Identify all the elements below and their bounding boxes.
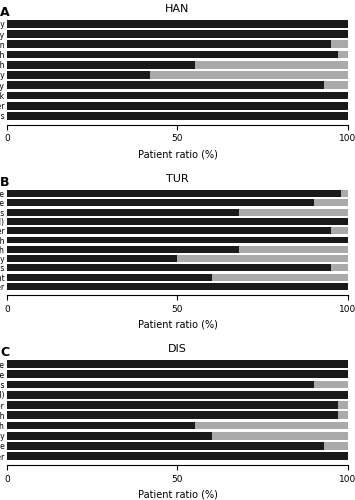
Bar bbox=[341, 190, 348, 197]
Bar bbox=[338, 50, 348, 58]
Bar bbox=[7, 40, 331, 48]
Bar bbox=[195, 61, 348, 68]
Bar bbox=[212, 274, 348, 280]
Bar bbox=[331, 40, 348, 48]
Bar bbox=[7, 412, 338, 419]
Bar bbox=[7, 208, 239, 216]
Bar bbox=[7, 283, 348, 290]
Bar bbox=[7, 102, 348, 110]
Bar bbox=[7, 274, 212, 280]
Bar bbox=[338, 412, 348, 419]
Bar bbox=[7, 200, 314, 206]
Bar bbox=[7, 92, 348, 100]
Bar bbox=[7, 20, 348, 28]
Bar bbox=[338, 401, 348, 409]
Bar bbox=[178, 255, 348, 262]
Bar bbox=[7, 30, 348, 38]
Text: A: A bbox=[0, 6, 10, 19]
Bar bbox=[7, 218, 348, 225]
Bar bbox=[7, 442, 324, 450]
Bar bbox=[7, 82, 324, 89]
Bar bbox=[7, 227, 331, 234]
Title: TUR: TUR bbox=[166, 174, 189, 184]
Bar bbox=[7, 71, 150, 79]
Bar bbox=[331, 227, 348, 234]
Bar bbox=[324, 82, 348, 89]
Bar bbox=[314, 200, 348, 206]
Bar bbox=[7, 422, 195, 430]
Title: HAN: HAN bbox=[165, 4, 190, 14]
Bar bbox=[195, 422, 348, 430]
Bar bbox=[7, 190, 341, 197]
Bar bbox=[331, 264, 348, 272]
Bar bbox=[7, 391, 348, 398]
Text: B: B bbox=[0, 176, 10, 190]
Bar bbox=[7, 360, 348, 368]
Bar bbox=[239, 208, 348, 216]
Bar bbox=[7, 370, 348, 378]
Bar bbox=[212, 432, 348, 440]
Bar bbox=[7, 452, 348, 460]
Bar bbox=[324, 442, 348, 450]
Bar bbox=[7, 236, 348, 244]
Title: DIS: DIS bbox=[168, 344, 187, 354]
Bar bbox=[7, 50, 338, 58]
Bar bbox=[150, 71, 348, 79]
Bar bbox=[314, 380, 348, 388]
Text: C: C bbox=[0, 346, 10, 360]
Bar bbox=[7, 264, 331, 272]
Bar bbox=[7, 380, 314, 388]
Bar bbox=[7, 112, 348, 120]
Bar bbox=[7, 255, 178, 262]
Bar bbox=[239, 246, 348, 253]
Bar bbox=[7, 61, 195, 68]
Bar bbox=[7, 432, 212, 440]
X-axis label: Patient ratio (%): Patient ratio (%) bbox=[137, 490, 217, 500]
Bar bbox=[7, 246, 239, 253]
X-axis label: Patient ratio (%): Patient ratio (%) bbox=[137, 319, 217, 329]
X-axis label: Patient ratio (%): Patient ratio (%) bbox=[137, 149, 217, 159]
Bar bbox=[7, 401, 338, 409]
